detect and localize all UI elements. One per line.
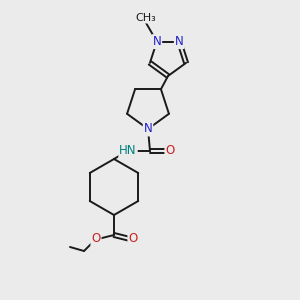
Text: HN: HN xyxy=(119,145,137,158)
Text: N: N xyxy=(144,122,152,136)
Text: O: O xyxy=(92,232,100,245)
Text: CH₃: CH₃ xyxy=(136,13,156,22)
Text: O: O xyxy=(128,232,138,245)
Text: O: O xyxy=(165,145,175,158)
Text: N: N xyxy=(175,35,184,48)
Text: N: N xyxy=(152,35,161,48)
